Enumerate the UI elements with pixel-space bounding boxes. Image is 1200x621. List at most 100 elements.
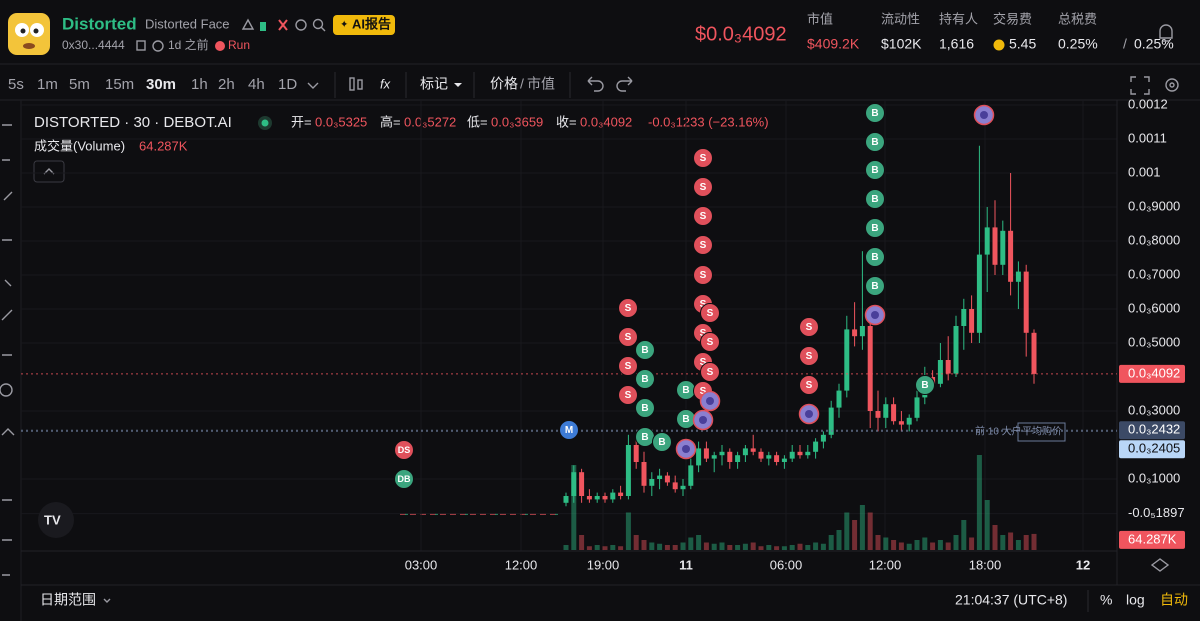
whale-marker-face[interactable] [682,445,690,453]
trade-marker[interactable] [693,235,713,255]
trade-marker-label[interactable]: B [682,414,689,425]
whale-marker-face[interactable] [871,311,879,319]
interval-dropdown[interactable] [307,82,319,89]
trade-marker[interactable] [865,132,885,152]
date-range[interactable]: 日期范围 [40,592,96,608]
settings-icon-center[interactable] [1169,82,1175,88]
trade-marker-label[interactable]: S [700,386,707,397]
trade-marker[interactable] [865,160,885,180]
interval-button[interactable]: 4h [248,76,265,93]
trade-marker-label[interactable]: S [625,390,632,401]
trade-marker-label[interactable]: S [700,240,707,251]
bell-icon[interactable] [1159,24,1173,42]
trade-marker[interactable] [618,327,638,347]
trade-marker[interactable] [652,432,672,452]
trade-marker-label[interactable]: B [871,223,878,234]
trade-marker-label[interactable]: B [641,345,648,356]
trade-marker-label[interactable]: S [806,380,813,391]
icon-search[interactable] [312,18,324,30]
ai-report-button[interactable] [333,15,395,35]
interval-button[interactable]: 1m [37,76,58,93]
trade-marker[interactable] [693,206,713,226]
trade-marker-label[interactable]: B [682,385,689,396]
auto-toggle[interactable]: 自动 [1160,592,1188,608]
trade-marker-label[interactable]: S [707,308,714,319]
log-toggle[interactable]: log [1126,592,1145,608]
icon-edit[interactable] [241,18,255,30]
interval-button[interactable]: 15m [105,76,134,93]
trade-marker-label[interactable]: B [658,437,665,448]
interval-button[interactable]: 1h [191,76,208,93]
trade-marker-label[interactable]: S [707,367,714,378]
trade-marker-label[interactable]: B [641,432,648,443]
trade-marker-label[interactable]: B [871,194,878,205]
trade-marker[interactable] [693,148,713,168]
interval-button[interactable]: 1D [278,76,297,93]
trade-marker[interactable] [618,385,638,405]
trade-marker[interactable] [865,189,885,209]
trade-marker-label[interactable]: S [806,351,813,362]
whale-marker-face[interactable] [980,111,988,119]
trade-marker-label[interactable]: B [871,165,878,176]
trade-marker-label[interactable]: S [625,361,632,372]
icon-search-handle[interactable] [320,26,326,32]
trade-marker[interactable] [394,469,414,489]
trade-marker-label[interactable]: B [871,137,878,148]
trade-marker[interactable] [865,247,885,267]
icon-web[interactable] [295,19,307,31]
trade-marker[interactable] [700,332,720,352]
trade-marker[interactable] [865,218,885,238]
trade-marker[interactable] [635,398,655,418]
candle-type-icon[interactable] [349,77,355,91]
trade-marker-label[interactable]: B [871,252,878,263]
trade-marker[interactable] [799,317,819,337]
trade-marker-label[interactable]: M [565,425,573,436]
trade-marker-label[interactable]: S [700,153,707,164]
trade-marker-label[interactable]: S [700,211,707,222]
trade-marker[interactable] [865,103,885,123]
trade-marker[interactable] [693,265,713,285]
interval-button[interactable]: 5m [69,76,90,93]
indicators-icon[interactable]: fx [380,76,391,91]
price-toggle[interactable]: 价格 [490,76,518,92]
icon-hand[interactable] [260,22,266,31]
trade-marker[interactable] [799,375,819,395]
interval-button[interactable]: 2h [218,76,235,93]
social-icons[interactable] [241,18,326,32]
trade-marker[interactable] [915,375,935,395]
markers-dropdown[interactable] [454,83,462,87]
markers-menu[interactable]: 标记 [420,76,448,92]
settings-icon[interactable] [1165,78,1179,92]
interval-button[interactable]: 30m [146,76,176,93]
undo-icon[interactable] [587,76,604,92]
trade-marker[interactable] [618,356,638,376]
trade-marker-label[interactable]: DB [398,474,411,484]
address[interactable]: 0x30...4444 [62,38,125,52]
tool-icons[interactable] [1,124,15,576]
trade-marker[interactable] [865,276,885,296]
fullscreen-icon[interactable] [1130,76,1150,95]
collapse-arrow[interactable] [43,168,55,175]
trade-marker[interactable] [559,420,579,440]
trade-marker-label[interactable]: B [641,374,648,385]
collapse-button[interactable] [33,160,65,183]
trade-marker-label[interactable]: S [700,328,707,339]
trade-marker-label[interactable]: S [700,270,707,281]
icon-x[interactable] [278,19,288,31]
trade-marker-label[interactable]: S [700,182,707,193]
copy-icon[interactable] [136,40,146,51]
trade-marker[interactable] [635,340,655,360]
axis-settings-icon[interactable] [1150,558,1170,572]
redo-icon[interactable] [616,76,633,92]
trade-marker[interactable] [618,298,638,318]
date-range-arrow[interactable] [103,598,111,603]
whale-marker-face[interactable] [805,410,813,418]
tool-icon[interactable] [0,383,13,397]
trade-marker-label[interactable]: DS [398,445,411,455]
trade-marker-label[interactable]: B [641,403,648,414]
trade-marker-label[interactable]: S [625,332,632,343]
trade-marker-label[interactable]: S [806,322,813,333]
trade-marker[interactable] [394,440,414,460]
trade-marker-label[interactable]: S [700,357,707,368]
mcap-toggle[interactable]: 市值 [527,76,555,92]
